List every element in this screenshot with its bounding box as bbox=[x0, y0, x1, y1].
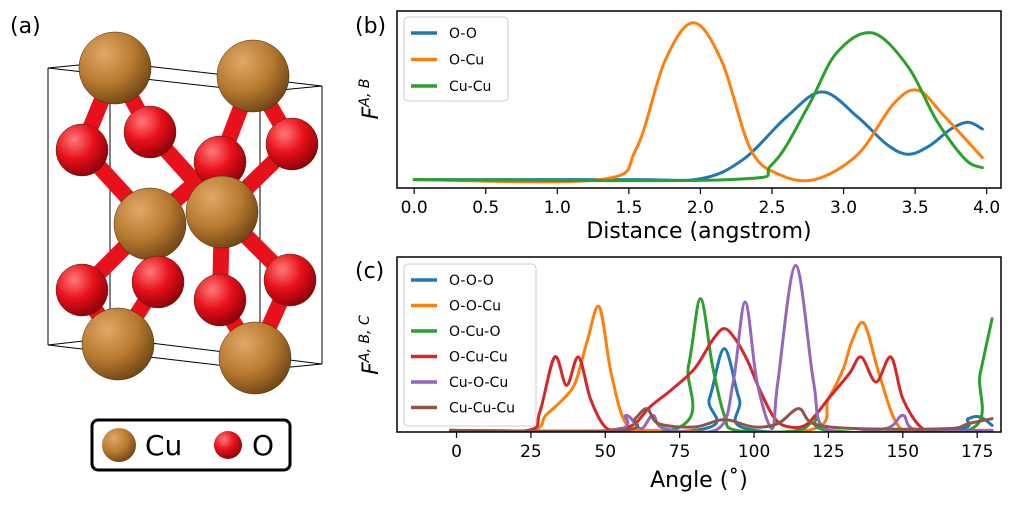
o-atom bbox=[55, 123, 109, 177]
ylabel-c-main: F bbox=[359, 362, 384, 375]
x-tick-label-c-5: 125 bbox=[812, 442, 844, 462]
svg-text:FA, B: FA, B bbox=[357, 79, 384, 120]
legend-b-entries: O-O O-Cu Cu-Cu bbox=[411, 26, 491, 95]
o-atom bbox=[265, 117, 319, 171]
x-tick-label-b-3: 1.5 bbox=[615, 198, 642, 218]
ylabel-b-main: F bbox=[359, 107, 384, 120]
chart-b: 0.0 0.5 1.0 1.5 2.0 2.5 3.0 3.5 4.0 Distance (an… bbox=[357, 10, 1002, 244]
series-line-b-1 bbox=[412, 21, 984, 184]
o-atom bbox=[131, 255, 185, 309]
series-layer-c bbox=[449, 263, 994, 432]
x-tick-label-b-1: 0.5 bbox=[472, 198, 499, 218]
x-tick-label-c-4: 100 bbox=[738, 442, 770, 462]
cu-atom bbox=[218, 321, 292, 395]
legend-c: O-O-O O-O-Cu O-Cu-O O-Cu-Cu Cu-O-Cu Cu-Cu-Cu bbox=[403, 263, 537, 427]
atom-legend: Cu O bbox=[90, 418, 292, 472]
ylabel-c-sup: A, B, C bbox=[357, 315, 373, 363]
ticks-b: 0.0 0.5 1.0 1.5 2.0 2.5 3.0 3.5 4.0 bbox=[401, 188, 1000, 218]
cu-atom bbox=[185, 175, 259, 249]
series-line-c-5 bbox=[449, 407, 994, 432]
plot-frame-b bbox=[396, 10, 1002, 189]
legend-c-entries: O-O-O O-O-Cu O-Cu-O O-Cu-Cu Cu-O-Cu Cu-Cu-Cu bbox=[411, 273, 515, 417]
x-tick-label-b-0: 0.0 bbox=[401, 198, 428, 218]
cu-legend-swatch bbox=[102, 428, 136, 462]
ylabel-b-sup: A, B bbox=[357, 79, 373, 108]
o-atom bbox=[55, 263, 109, 317]
panel-label-b: (b) bbox=[355, 14, 386, 39]
x-tick-label-c-0: 0 bbox=[451, 442, 462, 462]
legend-label-c-2: O-Cu-O bbox=[449, 324, 501, 340]
panel-label-a: (a) bbox=[10, 14, 41, 39]
x-tick-label-b-6: 3.0 bbox=[830, 198, 857, 218]
ylabel-b: FA, B bbox=[357, 79, 384, 120]
x-tick-label-b-7: 3.5 bbox=[902, 198, 929, 218]
legend-label-c-3: O-Cu-Cu bbox=[449, 350, 508, 366]
xlabel-b: Distance (angstrom) bbox=[586, 219, 811, 244]
x-tick-label-c-2: 50 bbox=[594, 442, 616, 462]
o-legend-swatch bbox=[214, 431, 242, 459]
legend-label-c-4: Cu-O-Cu bbox=[449, 375, 508, 391]
series-line-c-2 bbox=[449, 297, 994, 432]
legend-label-b-0: O-O bbox=[449, 26, 477, 42]
ylabel-c: FA, B, C bbox=[357, 315, 384, 375]
legend-label-b-2: Cu-Cu bbox=[449, 79, 491, 95]
legend-label-c-1: O-O-Cu bbox=[449, 299, 501, 315]
plot-frame-c bbox=[396, 256, 1002, 433]
series-line-c-0 bbox=[449, 347, 994, 432]
cu-legend-label: Cu bbox=[145, 429, 182, 462]
x-tick-label-b-2: 1.0 bbox=[544, 198, 571, 218]
xlabel-c: Angle (˚) bbox=[650, 468, 748, 493]
cu-atom bbox=[113, 187, 187, 261]
o-atom bbox=[263, 253, 317, 307]
crystal-structure bbox=[47, 31, 323, 395]
series-line-c-3 bbox=[449, 327, 994, 432]
atoms bbox=[55, 31, 319, 395]
legend-label-c-5: Cu-Cu-Cu bbox=[449, 401, 515, 417]
svg-text:FA, B, C: FA, B, C bbox=[357, 315, 384, 375]
panel-label-c: (c) bbox=[355, 259, 384, 284]
chart-c: 0 25 50 75 100 125 150 175 Angle (˚) FA, B, C O… bbox=[357, 256, 1002, 493]
atom-legend-frame bbox=[90, 418, 292, 472]
x-tick-label-c-3: 75 bbox=[669, 442, 691, 462]
x-tick-label-c-1: 25 bbox=[520, 442, 542, 462]
cu-atom bbox=[216, 39, 290, 113]
o-legend-label: O bbox=[252, 429, 274, 462]
x-tick-label-c-6: 150 bbox=[887, 442, 919, 462]
cu-atom bbox=[78, 31, 152, 105]
o-atom bbox=[193, 273, 247, 327]
legend-label-b-1: O-Cu bbox=[449, 53, 484, 69]
x-tick-label-b-4: 2.0 bbox=[687, 198, 714, 218]
x-tick-label-b-5: 2.5 bbox=[758, 198, 785, 218]
series-layer-b bbox=[412, 21, 984, 184]
ticks-c: 0 25 50 75 100 125 150 175 bbox=[451, 432, 993, 462]
x-tick-label-b-8: 4.0 bbox=[973, 198, 1000, 218]
cu-atom bbox=[81, 307, 155, 381]
o-atom bbox=[123, 105, 177, 159]
legend-b: O-O O-Cu Cu-Cu bbox=[403, 16, 509, 102]
series-line-b-0 bbox=[412, 90, 984, 182]
series-line-b-2 bbox=[412, 31, 984, 183]
x-tick-label-c-7: 175 bbox=[961, 442, 993, 462]
legend-b-frame bbox=[403, 16, 509, 102]
legend-label-c-0: O-O-O bbox=[449, 273, 494, 289]
